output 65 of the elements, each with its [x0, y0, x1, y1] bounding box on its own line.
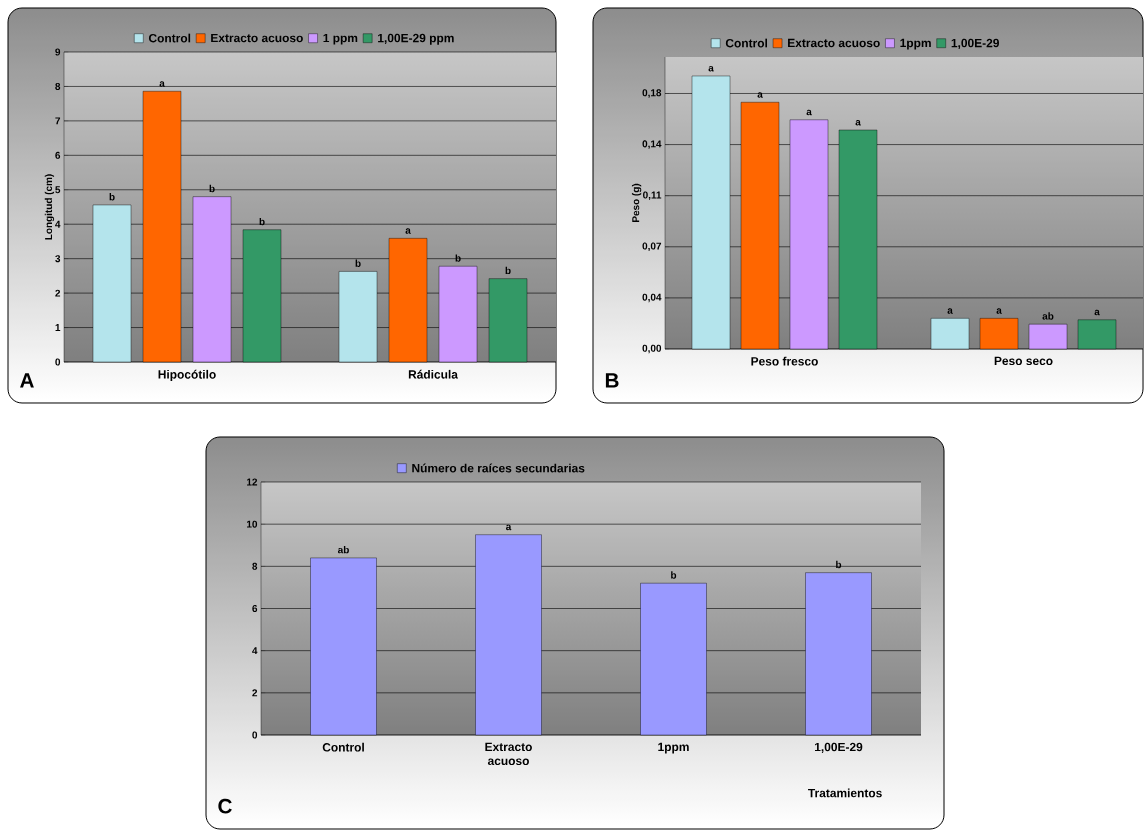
x-tick-label: 1,00E-29 [814, 742, 863, 753]
legend-label: 1,00E-29 [951, 38, 999, 49]
y-tick-label: 4 [55, 220, 61, 228]
y-tick-label: 0,00 [642, 344, 662, 354]
data-label: b [455, 254, 461, 262]
data-label: a [405, 228, 411, 234]
text: C [218, 798, 232, 814]
data-label: b [209, 184, 215, 193]
x-tick-label: 1ppm [658, 742, 689, 754]
x-tick-label: Extracto acuoso [485, 742, 532, 766]
y-tick-label: 5 [55, 186, 61, 194]
y-tick-label: 9 [55, 48, 61, 56]
data-label: a [806, 109, 812, 116]
x-axis-title: Tratamientos [808, 788, 882, 798]
legend-label: Control [725, 38, 768, 48]
x-tick-label: Peso seco [994, 356, 1053, 366]
data-label: b [671, 571, 677, 579]
y-tick-label: 8 [55, 82, 61, 90]
y-tick-label: 0 [55, 358, 61, 366]
data-label: a [1094, 309, 1100, 316]
y-tick-label: 4 [252, 647, 258, 655]
legend-label: Control [148, 33, 191, 43]
y-tick-label: 0,11 [643, 191, 662, 200]
data-label: a [855, 120, 861, 126]
legend-label: 1ppm [900, 38, 931, 50]
y-tick-label: 7 [55, 117, 61, 125]
y-axis-title: Peso (g) [631, 183, 642, 222]
y-tick-label: 0,14 [642, 140, 662, 149]
data-label: b [355, 259, 361, 267]
y-tick-label: 3 [55, 255, 61, 263]
text: B [605, 373, 619, 388]
y-tick-label: 6 [55, 151, 61, 159]
y-tick-label: 12 [247, 478, 258, 486]
data-label: b [109, 193, 115, 201]
legend-label: Número de raíces secundarias [412, 463, 585, 473]
x-tick-label: Peso fresco [751, 356, 818, 366]
y-tick-label: 0 [252, 731, 258, 739]
y-axis-title: Longitud (cm) [44, 174, 55, 240]
legend-label: 1,00E-29 ppm [378, 33, 454, 45]
data-label: ab [337, 546, 349, 554]
data-label: a [708, 65, 714, 72]
x-tick-label: Hipocótilo [158, 369, 216, 382]
data-label: a [996, 308, 1002, 314]
y-tick-label: 0,04 [642, 293, 662, 303]
legend-label: Extracto acuoso [211, 33, 303, 43]
data-label: b [259, 217, 265, 226]
y-tick-label: 2 [55, 289, 61, 297]
x-tick-label: Control [322, 742, 364, 752]
y-tick-label: 0,18 [642, 89, 662, 98]
data-label: a [506, 524, 512, 531]
y-tick-label: 10 [247, 520, 258, 528]
y-tick-label: 6 [252, 604, 258, 613]
y-tick-label: 1 [55, 324, 61, 331]
data-label: a [947, 308, 953, 314]
y-tick-label: 8 [252, 562, 258, 570]
text: A [20, 373, 34, 388]
x-tick-label: Rádicula [408, 369, 458, 379]
y-tick-label: 0,07 [642, 242, 662, 252]
y-tick-label: 2 [252, 689, 258, 697]
legend-label: Extracto acuoso [788, 38, 880, 48]
data-label: a [159, 81, 165, 87]
data-label: b [836, 560, 842, 569]
legend-label: 1 ppm [323, 33, 358, 45]
data-label: b [505, 266, 511, 275]
data-label: ab [1042, 312, 1054, 320]
